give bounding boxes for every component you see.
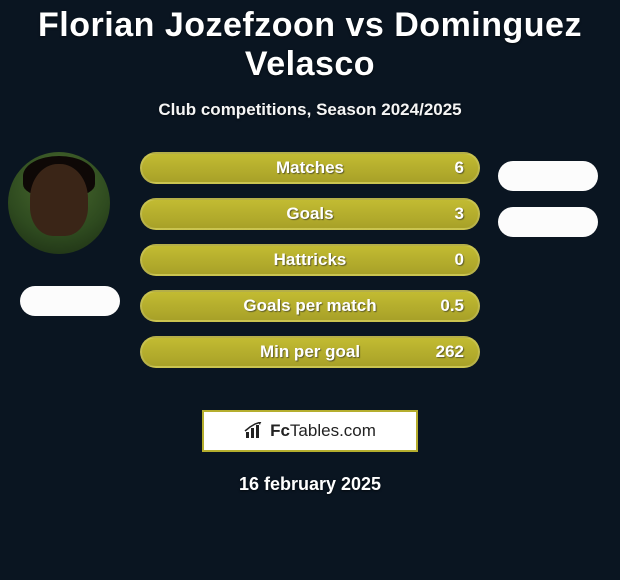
stat-row: Matches 6 — [140, 152, 480, 184]
stat-value: 6 — [455, 158, 464, 178]
stat-label: Min per goal — [260, 342, 360, 362]
date-label: 16 february 2025 — [0, 474, 620, 495]
brand-text: FcTables.com — [270, 421, 376, 441]
stat-row: Goals per match 0.5 — [140, 290, 480, 322]
stat-label: Hattricks — [274, 250, 347, 270]
stat-value: 262 — [436, 342, 464, 362]
page-subtitle: Club competitions, Season 2024/2025 — [0, 100, 620, 120]
player-right-pill-2 — [498, 207, 598, 237]
player-left-name-pill — [20, 286, 120, 316]
brand-prefix: Fc — [270, 421, 290, 440]
page-title: Florian Jozefzoon vs Dominguez Velasco — [0, 0, 620, 84]
stats-area: Matches 6 Goals 3 Hattricks 0 Goals per … — [0, 152, 620, 392]
stat-row: Min per goal 262 — [140, 336, 480, 368]
stat-bars: Matches 6 Goals 3 Hattricks 0 Goals per … — [140, 152, 480, 382]
player-right-pill-1 — [498, 161, 598, 191]
brand-suffix: Tables.com — [290, 421, 376, 440]
stat-value: 0.5 — [440, 296, 464, 316]
stat-row: Goals 3 — [140, 198, 480, 230]
stat-label: Matches — [276, 158, 344, 178]
stat-value: 0 — [455, 250, 464, 270]
stat-label: Goals — [286, 204, 333, 224]
stat-row: Hattricks 0 — [140, 244, 480, 276]
chart-icon — [244, 422, 266, 440]
player-left-avatar — [8, 152, 110, 254]
brand-watermark[interactable]: FcTables.com — [202, 410, 418, 452]
comparison-infographic: Florian Jozefzoon vs Dominguez Velasco C… — [0, 0, 620, 580]
stat-value: 3 — [455, 204, 464, 224]
stat-label: Goals per match — [243, 296, 376, 316]
